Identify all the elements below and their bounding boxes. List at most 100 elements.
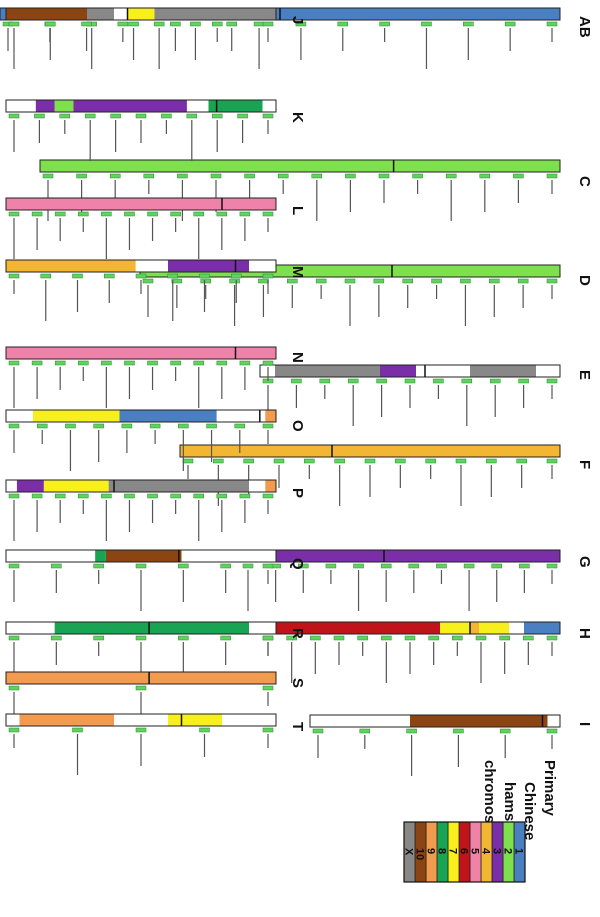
probe-label-line — [523, 570, 525, 593]
probe-label-line — [210, 430, 213, 462]
probe-mark — [76, 173, 87, 179]
probe-mark — [436, 563, 447, 569]
chromosome-segment — [43, 480, 109, 492]
probe-label-line — [267, 642, 269, 656]
probe-label-line — [89, 120, 91, 161]
probe-mark — [239, 360, 251, 366]
probe-label-line — [175, 500, 177, 514]
probe-label-line — [425, 28, 428, 69]
probe-label-line — [13, 28, 15, 69]
probe-mark — [8, 685, 20, 691]
probe-mark — [31, 360, 43, 366]
chromosome-label: T — [289, 722, 306, 731]
probe-label-line — [490, 465, 492, 497]
probe-mark — [253, 21, 265, 27]
probe-mark — [381, 635, 392, 641]
chromosome-segment — [135, 260, 168, 272]
probe-mark — [51, 635, 62, 641]
probe-label-line — [267, 218, 269, 232]
probe-mark — [193, 493, 204, 499]
probe-label-line — [262, 285, 265, 317]
chromosome-segment — [16, 480, 44, 492]
probe-label-line — [440, 570, 443, 584]
probe-label-line — [267, 734, 269, 748]
chromosome-label: C — [576, 176, 593, 187]
chromosome-segment — [275, 365, 380, 377]
legend-label: 3 — [491, 848, 503, 854]
chromosome-label: D — [576, 275, 593, 286]
chromosome-label: F — [576, 460, 593, 469]
probe-label-line — [98, 642, 100, 656]
probe-mark — [408, 563, 420, 569]
probe-label-line — [215, 180, 217, 212]
probe-label-line — [81, 180, 83, 212]
chromosome-segment — [54, 100, 74, 112]
probe-mark — [124, 493, 135, 499]
legend-label: 5 — [469, 848, 481, 854]
probe-mark — [345, 173, 356, 179]
probe-mark — [170, 211, 181, 217]
probe-mark — [101, 211, 112, 217]
probe-label-line — [221, 367, 223, 399]
probe-label-line — [82, 500, 84, 514]
probe-mark — [402, 278, 413, 284]
probe-mark — [182, 458, 194, 464]
probe-mark — [45, 21, 56, 27]
chromosome-outline — [5, 259, 277, 273]
probe-mark — [262, 493, 274, 499]
chromosome-segment — [127, 8, 155, 20]
probe-label-line — [216, 28, 218, 42]
probe-mark — [170, 360, 181, 366]
legend-label: 9 — [425, 848, 437, 854]
chromosome-segment — [479, 622, 509, 634]
probe-label-line — [267, 28, 269, 42]
probe-mark — [499, 728, 511, 734]
probe-mark — [262, 360, 274, 366]
probe-mark — [546, 378, 558, 384]
probe-label-line — [407, 285, 409, 308]
probe-label-line — [551, 570, 553, 584]
probe-mark — [211, 21, 223, 27]
probe-label-line — [148, 180, 150, 194]
probe-label-line — [338, 642, 340, 665]
probe-label-line — [13, 280, 15, 294]
probe-mark — [171, 278, 183, 284]
probe-label-line — [231, 28, 233, 51]
probe-label-line — [140, 120, 142, 143]
chromosome-outline — [5, 549, 277, 563]
probe-label-line — [98, 570, 100, 584]
probe-label-line — [182, 570, 184, 602]
probe-label-line — [381, 385, 383, 417]
probe-mark — [93, 635, 104, 641]
probe-label-line — [267, 385, 269, 417]
probe-label-line — [13, 570, 15, 602]
probe-label-line — [291, 642, 293, 683]
probe-label-line — [302, 570, 304, 593]
probe-mark — [546, 458, 558, 464]
probe-mark — [518, 378, 529, 384]
probe-label-line — [55, 570, 57, 593]
probe-mark — [425, 458, 436, 464]
probe-mark — [516, 458, 527, 464]
probe-label-line — [291, 285, 293, 308]
probe-label-line — [198, 218, 200, 259]
chromosome-segment — [87, 8, 114, 20]
probe-mark — [491, 563, 502, 569]
probe-mark — [121, 423, 133, 429]
probe-mark — [333, 635, 345, 641]
probe-mark — [286, 635, 297, 641]
probe-mark — [243, 458, 254, 464]
probe-label-line — [203, 734, 206, 757]
probe-label-line — [128, 367, 131, 399]
probe-mark — [239, 211, 251, 217]
probe-label-line — [38, 120, 40, 143]
chromosome-outline — [5, 621, 277, 635]
probe-label-line — [316, 180, 318, 221]
probe-label-line — [239, 430, 241, 453]
probe-label-line — [278, 465, 280, 488]
chromosome-segment — [54, 622, 249, 634]
chromosome-segment — [249, 622, 276, 634]
probe-mark — [460, 278, 471, 284]
